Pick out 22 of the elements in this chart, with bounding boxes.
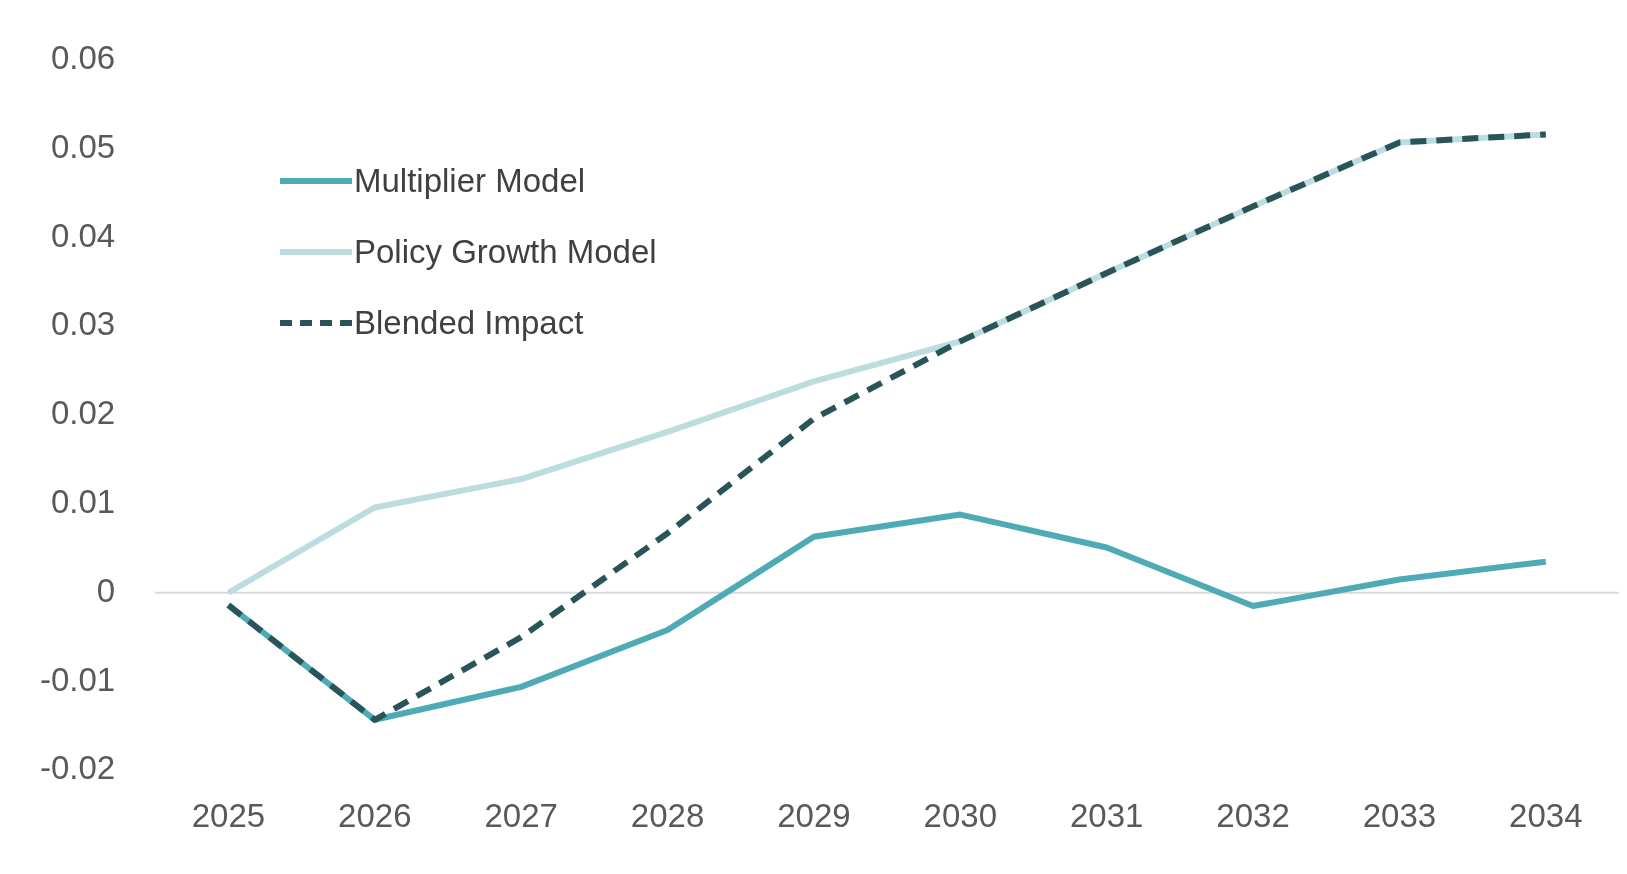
x-tick-label: 2026 bbox=[338, 797, 412, 835]
x-tick-label: 2031 bbox=[1069, 797, 1144, 835]
x-tick-label: 2030 bbox=[923, 797, 998, 835]
y-tick-label: 0.02 bbox=[50, 394, 116, 432]
x-tick-label: 2032 bbox=[1216, 797, 1290, 835]
legend-label: Blended Impact bbox=[354, 303, 584, 342]
y-tick-label: -0.01 bbox=[40, 660, 116, 698]
y-tick-label: 0.03 bbox=[50, 305, 116, 343]
x-tick-label: 2034 bbox=[1509, 797, 1583, 835]
y-tick-label: -0.02 bbox=[40, 749, 116, 787]
y-tick-label: 0 bbox=[96, 571, 116, 609]
y-tick-label: 0.04 bbox=[50, 216, 116, 254]
x-tick-label: 2028 bbox=[630, 797, 705, 835]
x-tick-label: 2033 bbox=[1362, 797, 1437, 835]
legend-label: Multiplier Model bbox=[354, 161, 586, 200]
x-tick-label: 2029 bbox=[777, 797, 851, 835]
y-tick-label: 0.01 bbox=[50, 483, 116, 521]
y-tick-label: 0.05 bbox=[50, 127, 116, 165]
x-tick-label: 2025 bbox=[191, 797, 266, 835]
x-tick-label: 2027 bbox=[484, 797, 558, 835]
y-tick-label: 0.06 bbox=[50, 38, 116, 76]
legend-label: Policy Growth Model bbox=[354, 232, 657, 271]
